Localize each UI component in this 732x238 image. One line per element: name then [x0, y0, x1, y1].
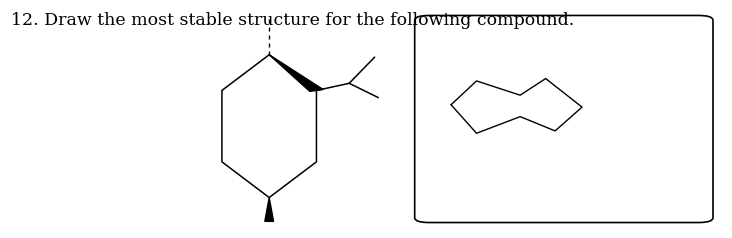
Polygon shape: [265, 198, 274, 221]
FancyBboxPatch shape: [415, 15, 713, 223]
Text: 12. Draw the most stable structure for the following compound.: 12. Draw the most stable structure for t…: [11, 12, 574, 29]
Polygon shape: [269, 55, 323, 91]
